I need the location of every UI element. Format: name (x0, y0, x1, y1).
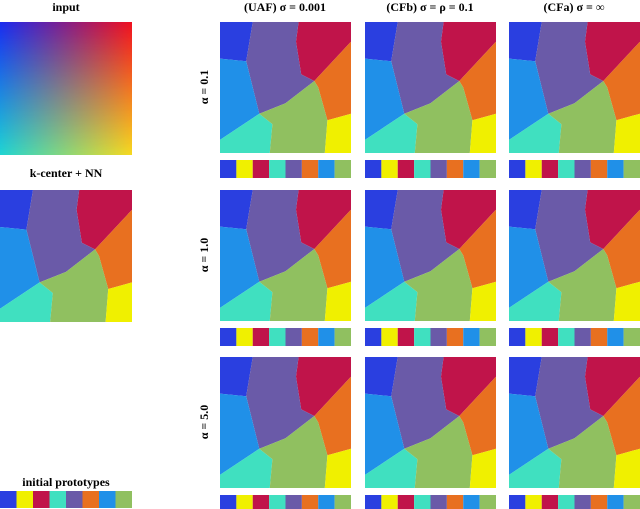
partition-image (220, 357, 351, 488)
partition-image (220, 190, 351, 321)
prototype-palette (0, 491, 132, 508)
column-header: (CFa) σ = ∞ (544, 0, 605, 14)
prototype-palette (220, 328, 351, 346)
partition-image (509, 190, 640, 321)
prototype-palette (220, 495, 351, 509)
prototype-palette (365, 160, 496, 178)
row-label: α = 1.0 (197, 238, 211, 273)
input-label: input (52, 0, 79, 14)
prototype-palette (220, 160, 351, 178)
prototype-palette (509, 328, 640, 346)
baseline-image (0, 190, 132, 322)
partition-image (509, 22, 640, 153)
prototype-palette (509, 495, 640, 509)
partition-image (365, 357, 496, 488)
prototype-palette (365, 495, 496, 509)
row-label: α = 0.1 (197, 70, 211, 105)
prototype-palette (509, 160, 640, 178)
row-label: α = 5.0 (197, 405, 211, 440)
prototypes-label: initial prototypes (22, 475, 110, 489)
partition-image (509, 357, 640, 488)
prototype-palette (365, 328, 496, 346)
partition-image (365, 190, 496, 321)
partition-image (220, 22, 351, 153)
partition-image (365, 22, 496, 153)
column-header: (CFb) σ = ρ = 0.1 (386, 0, 473, 14)
result-grid: (UAF) σ = 0.001 (CFb) σ = ρ = 0.1 (CFa) σ … (197, 0, 640, 509)
column-header: (UAF) σ = 0.001 (244, 0, 326, 14)
baseline-label: k-center + NN (30, 166, 103, 180)
input-image (0, 22, 132, 155)
